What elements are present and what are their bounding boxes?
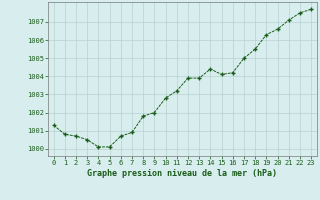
X-axis label: Graphe pression niveau de la mer (hPa): Graphe pression niveau de la mer (hPa) (87, 169, 277, 178)
